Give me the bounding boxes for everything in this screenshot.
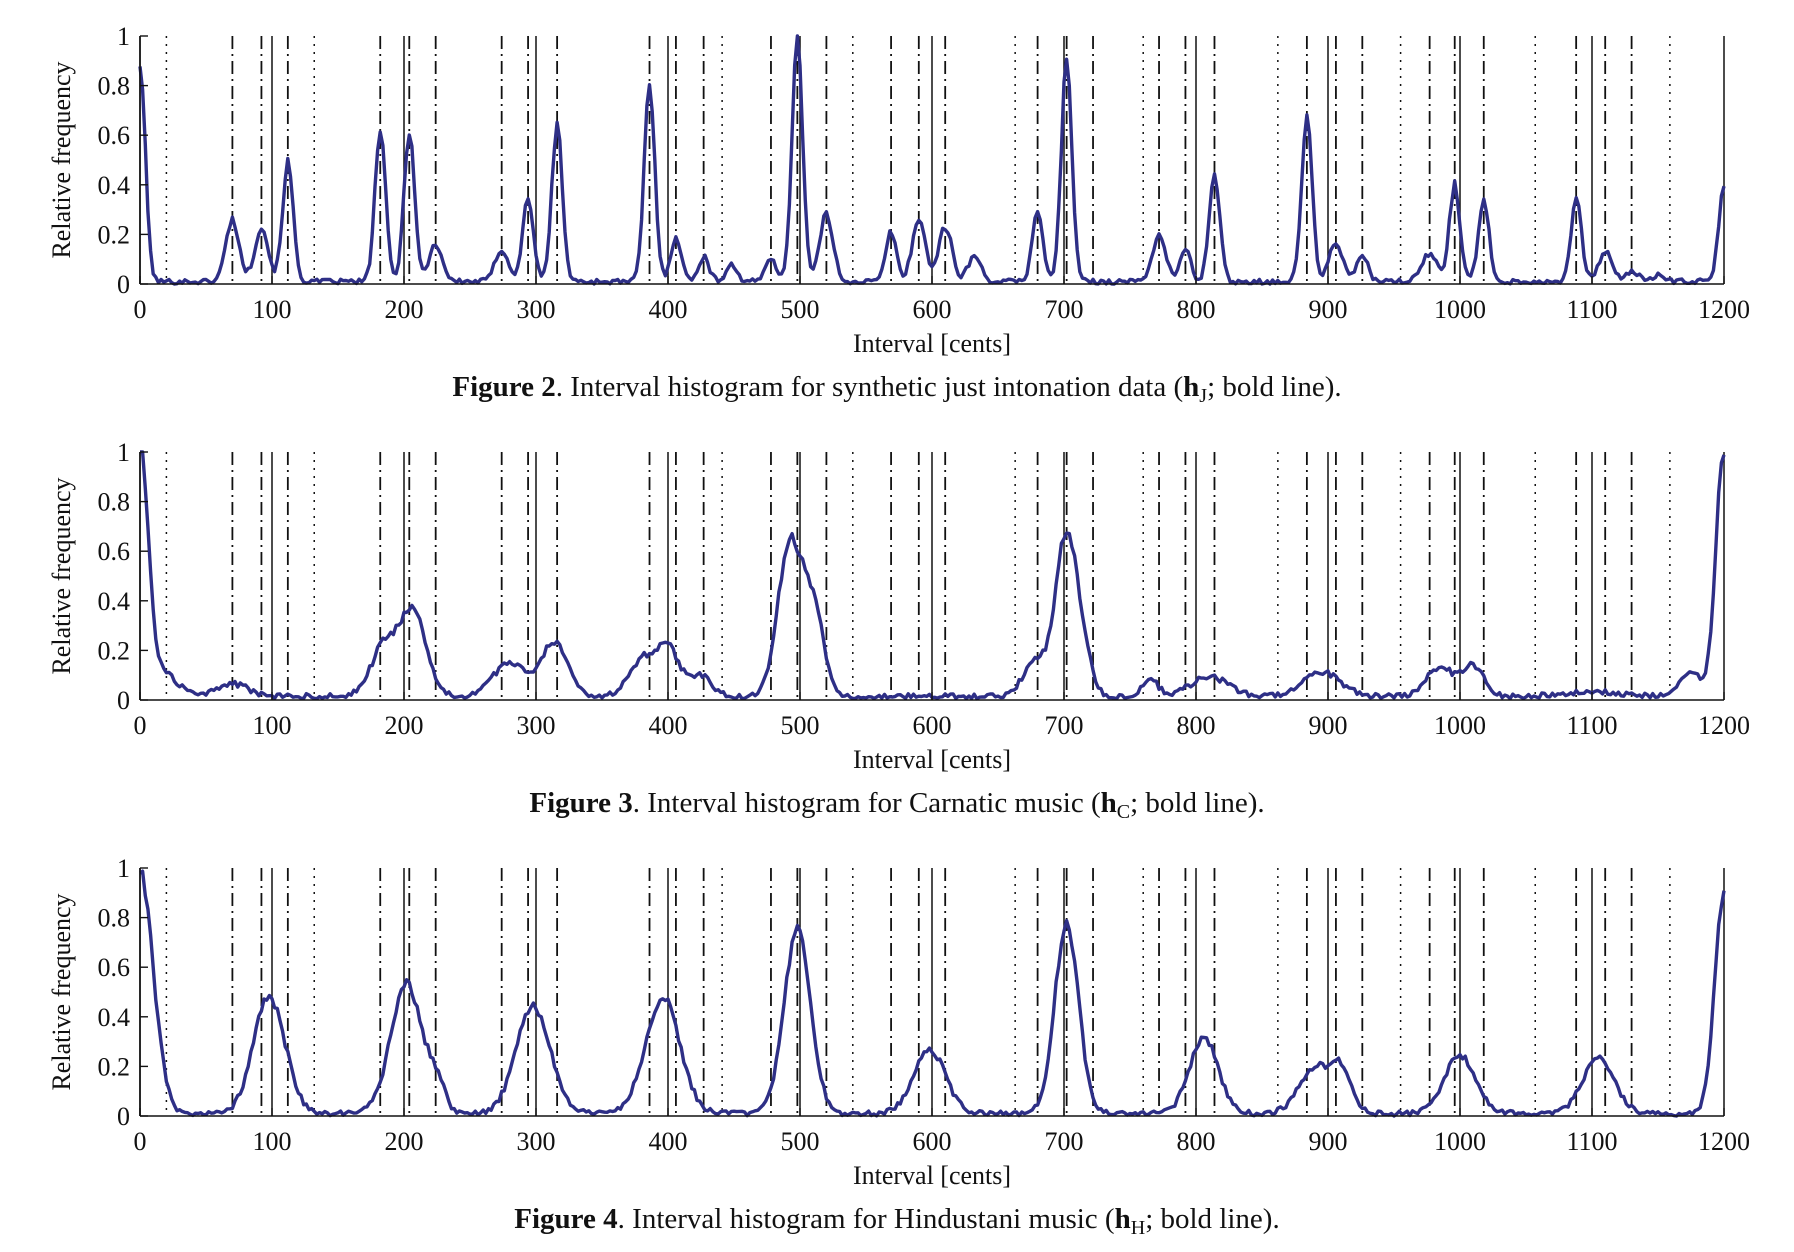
x-tick-label: 700: [1045, 295, 1084, 324]
caption-subscript: C: [1117, 801, 1130, 823]
caption-label: Figure 3: [529, 787, 632, 819]
y-tick-label: 0.4: [98, 171, 131, 200]
caption-label: Figure 2: [452, 371, 555, 403]
figure-caption: Figure 4. Interval histogram for Hindust…: [514, 1203, 1279, 1239]
figure-panel-4: 0 100 200 300 400 500 600 700 800 900 1000 1100 1200…: [47, 854, 1750, 1239]
histogram-curve: [138, 869, 1726, 1118]
x-tick-label: 300: [517, 295, 556, 324]
figure-panel-3: 0 100 200 300 400 500 600 700 800 900 1000 1100 1200…: [47, 438, 1750, 823]
y-tick-label: 0.4: [98, 1003, 131, 1032]
x-tick-label: 400: [649, 295, 688, 324]
caption-subscript: J: [1199, 385, 1207, 407]
x-tick-label: 200: [385, 1127, 424, 1156]
y-tick-label: 0: [117, 1102, 130, 1131]
x-tick-label: 800: [1177, 711, 1216, 740]
y-tick-label: 0.6: [98, 537, 131, 566]
caption-tail: ; bold line).: [1130, 787, 1265, 819]
x-tick-label: 800: [1177, 1127, 1216, 1156]
reference-lines: [139, 868, 1725, 1116]
reference-lines: [139, 452, 1725, 700]
x-tick-label: 100: [253, 711, 292, 740]
figure-caption: Figure 2. Interval histogram for synthet…: [452, 371, 1341, 407]
histogram-curve: [138, 34, 1726, 286]
caption-symbol: h: [1183, 371, 1199, 403]
x-tick-label: 400: [649, 1127, 688, 1156]
x-tick-label: 700: [1045, 1127, 1084, 1156]
caption-symbol: h: [1115, 1203, 1131, 1235]
x-tick-label: 200: [385, 711, 424, 740]
y-tick-label: 1: [117, 438, 130, 467]
caption-label: Figure 4: [514, 1203, 617, 1235]
x-tick-label: 0: [134, 1127, 147, 1156]
x-tick-label: 1200: [1698, 711, 1750, 740]
x-tick-label: 900: [1309, 1127, 1348, 1156]
caption-tail: ; bold line).: [1207, 371, 1342, 403]
x-tick-label: 600: [913, 711, 952, 740]
y-tick-label: 0.2: [98, 220, 131, 249]
x-tick-label: 1100: [1566, 711, 1617, 740]
y-tick-label: 0: [117, 270, 130, 299]
caption-subscript: H: [1131, 1217, 1145, 1239]
x-axis-label: Interval [cents]: [853, 1161, 1011, 1190]
caption-tail: ; bold line).: [1145, 1203, 1280, 1235]
x-tick-label: 700: [1045, 711, 1084, 740]
x-tick-label: 1000: [1434, 1127, 1486, 1156]
x-tick-label: 600: [913, 1127, 952, 1156]
x-tick-label: 1000: [1434, 711, 1486, 740]
x-tick-label: 500: [781, 295, 820, 324]
caption-text: . Interval histogram for synthetic just …: [556, 371, 1183, 403]
y-tick-label: 1: [117, 22, 130, 51]
x-tick-label: 1100: [1566, 1127, 1617, 1156]
y-tick-label: 0.4: [98, 587, 131, 616]
x-tick-label: 0: [134, 295, 147, 324]
x-tick-label: 0: [134, 711, 147, 740]
y-tick-label: 1: [117, 854, 130, 883]
y-tick-label: 0: [117, 686, 130, 715]
caption-symbol: h: [1101, 787, 1117, 819]
x-tick-label: 300: [517, 1127, 556, 1156]
y-axis-label: Relative frequency: [47, 477, 76, 674]
x-tick-label: 600: [913, 295, 952, 324]
x-tick-label: 1000: [1434, 295, 1486, 324]
y-tick-label: 0.8: [98, 904, 131, 933]
y-tick-label: 0.8: [98, 488, 131, 517]
x-tick-label: 400: [649, 711, 688, 740]
caption-text: . Interval histogram for Hindustani musi…: [618, 1203, 1115, 1235]
y-axis-label: Relative frequency: [47, 61, 76, 258]
x-tick-label: 300: [517, 711, 556, 740]
caption-text: . Interval histogram for Carnatic music …: [633, 787, 1101, 819]
y-axis-label: Relative frequency: [47, 893, 76, 1090]
x-tick-label: 1200: [1698, 295, 1750, 324]
y-tick-label: 0.2: [98, 1052, 131, 1081]
x-tick-label: 500: [781, 711, 820, 740]
y-tick-label: 0.6: [98, 121, 131, 150]
x-tick-label: 100: [253, 1127, 292, 1156]
x-tick-label: 100: [253, 295, 292, 324]
x-axis-label: Interval [cents]: [853, 329, 1011, 358]
y-tick-label: 0.8: [98, 72, 131, 101]
x-tick-label: 900: [1309, 711, 1348, 740]
x-tick-label: 1200: [1698, 1127, 1750, 1156]
x-tick-label: 200: [385, 295, 424, 324]
x-axis-label: Interval [cents]: [853, 745, 1011, 774]
figure-caption: Figure 3. Interval histogram for Carnati…: [529, 787, 1264, 823]
x-tick-label: 900: [1309, 295, 1348, 324]
y-tick-label: 0.2: [98, 636, 131, 665]
figure-panel-2: 0 100 200 300 400 500 600 700 800 900 1000 1100 1200…: [47, 22, 1750, 407]
x-tick-label: 800: [1177, 295, 1216, 324]
x-tick-label: 1100: [1566, 295, 1617, 324]
y-tick-label: 0.6: [98, 953, 131, 982]
x-tick-label: 500: [781, 1127, 820, 1156]
